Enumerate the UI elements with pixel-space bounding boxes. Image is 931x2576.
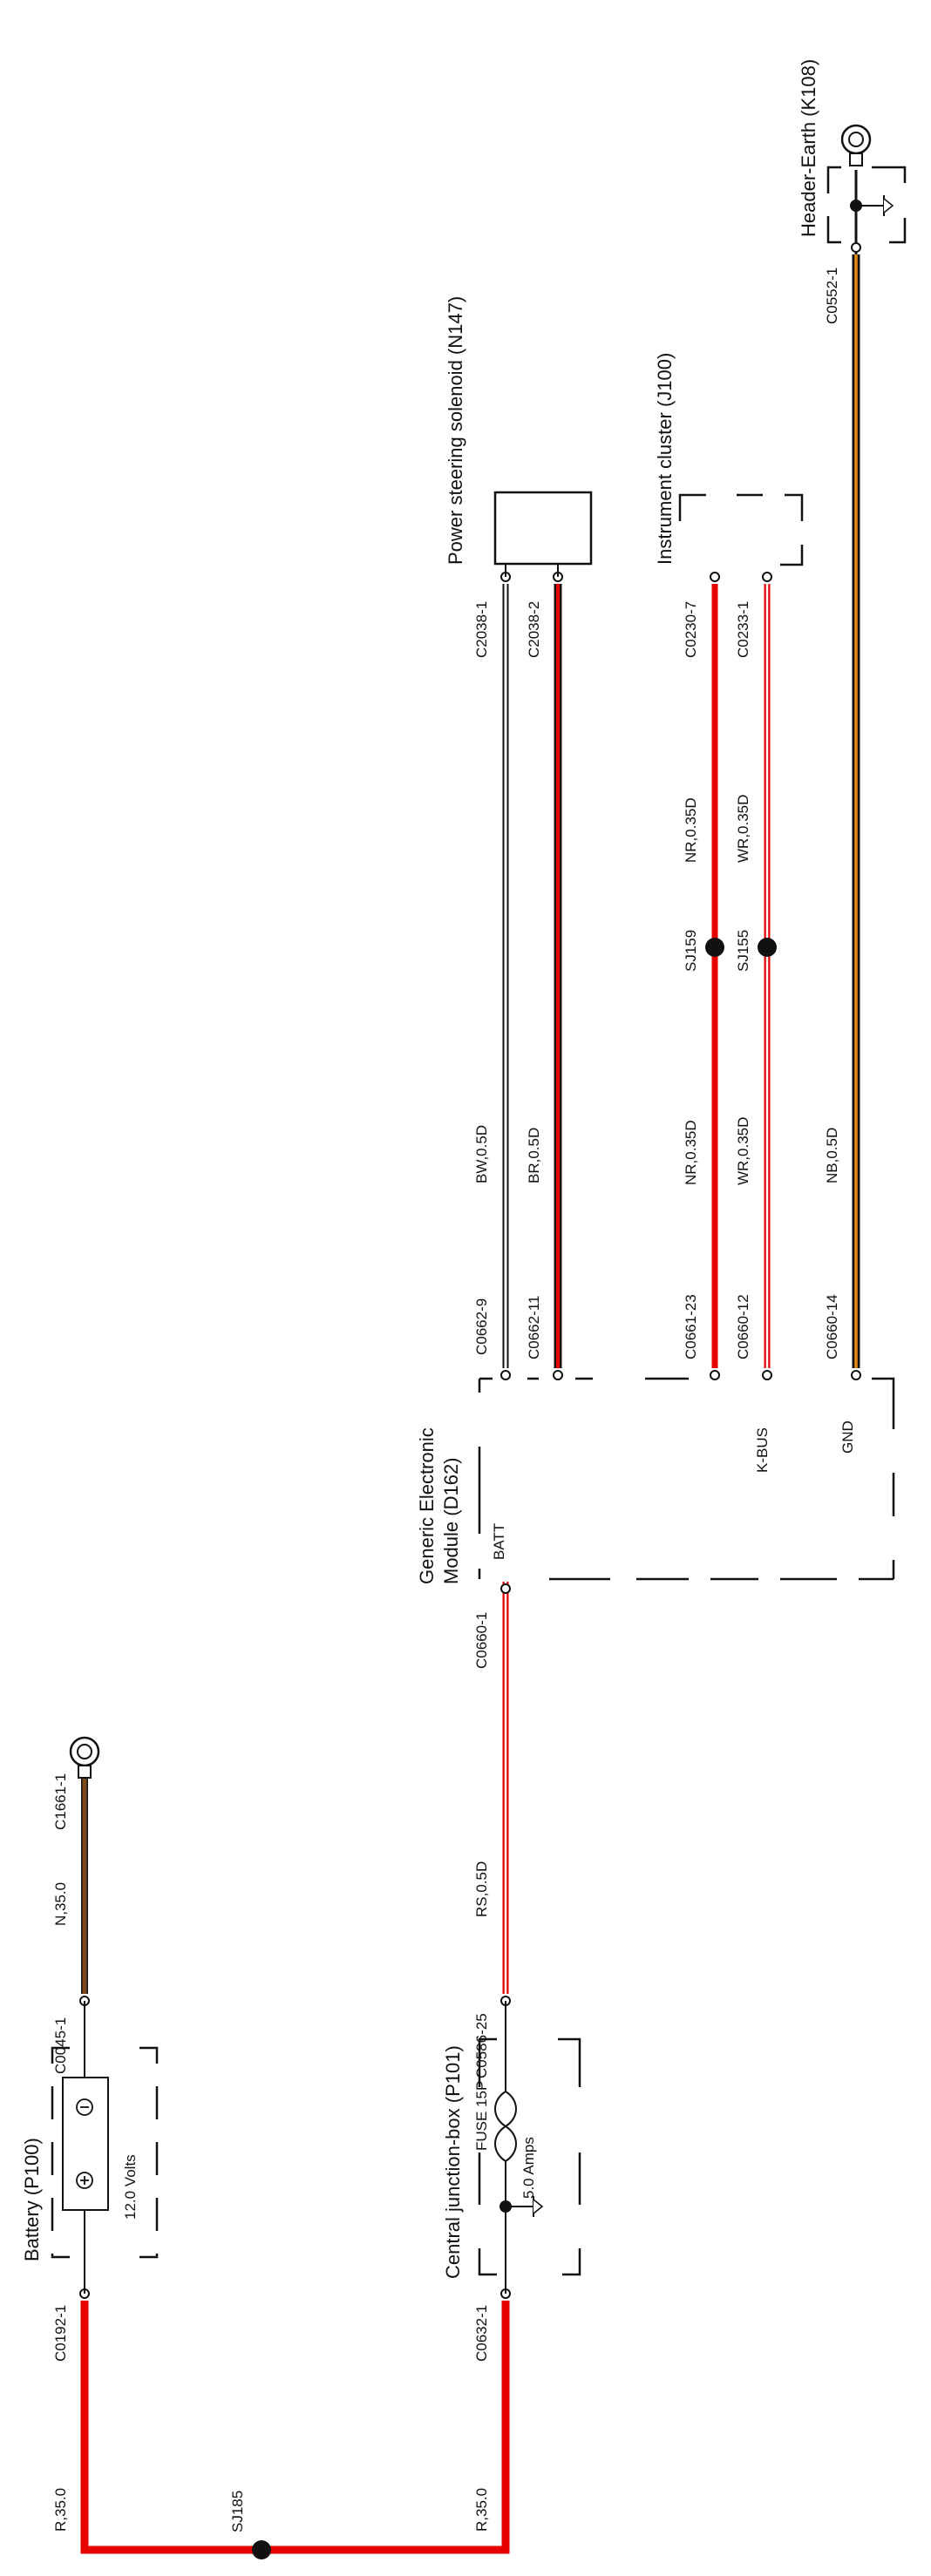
pin-c0662-9 (500, 1370, 511, 1380)
label-fuse-rating: 5.0 Amps (520, 2137, 537, 2199)
gem-component (478, 1377, 895, 1581)
label-wire-nr035-a: NR,0.35D (683, 1120, 699, 1185)
label-c0661-23: C0661-23 (683, 1294, 699, 1359)
label-gem-line2: Module (D162) (440, 1457, 462, 1584)
connector-pins (79, 242, 861, 2299)
label-fuse: FUSE 15P (473, 2081, 490, 2151)
label-gem-gnd: GND (839, 1420, 856, 1454)
pss-component (493, 491, 593, 577)
label-c0662-11: C0662-11 (526, 1296, 542, 1359)
label-c0233-1: C0233-1 (735, 601, 751, 658)
label-wire-r35-b: R,35.0 (473, 2488, 490, 2532)
label-c0586-25: C0586-25 (473, 2013, 490, 2078)
label-c0552-1: C0552-1 (824, 268, 840, 324)
label-c0662-9: C0662-9 (473, 1298, 490, 1355)
label-battery: Battery (P100) (21, 2138, 43, 2261)
pin-c0660-1 (500, 1583, 511, 1594)
label-wire-bw05: BW,0.5D (473, 1125, 490, 1183)
pin-c0233-1 (762, 572, 772, 582)
pin-c0230-7 (710, 572, 720, 582)
label-c2038-1: C2038-1 (473, 601, 490, 658)
label-gem-line1: Generic Electronic (416, 1427, 438, 1584)
label-c2038-2: C2038-2 (526, 601, 542, 658)
pin-c0660-14 (851, 1370, 861, 1380)
label-wire-n35: N,35.0 (52, 1882, 69, 1926)
ground-arrow-icon (533, 2199, 544, 2214)
label-wire-br05: BR,0.5D (526, 1128, 542, 1183)
earth-terminal-battery (69, 1736, 100, 1779)
label-c0660-12: C0660-12 (735, 1294, 751, 1359)
battery-component (51, 2001, 159, 2294)
pin-c0552-1 (851, 242, 861, 253)
ground-arrow-icon (883, 198, 894, 214)
label-c0660-1: C0660-1 (473, 1612, 490, 1669)
label-sj159: SJ159 (683, 930, 699, 972)
fuse-icon (494, 2091, 517, 2162)
wire-r35 (80, 2301, 510, 2554)
label-c0632-1: C0632-1 (473, 2305, 490, 2362)
battery-plus-icon (76, 2172, 93, 2189)
label-c0192-1: C0192-1 (52, 2305, 69, 2362)
battery-symbol (62, 2077, 109, 2211)
label-c0045-1: C0045-1 (52, 2017, 69, 2074)
label-wire-r35-a: R,35.0 (52, 2488, 69, 2532)
header-earth-component (826, 124, 907, 244)
label-pss: Power steering solenoid (N147) (445, 296, 466, 565)
splice-sj159 (705, 938, 724, 957)
label-cjb: Central junction-box (P101) (442, 2045, 464, 2279)
label-earth: Header-Earth (K108) (798, 59, 819, 237)
pin-c0661-23 (710, 1370, 720, 1380)
cluster-component (678, 493, 804, 566)
label-wire-wr035-a: WR,0.35D (735, 1117, 751, 1185)
label-sj185: SJ185 (229, 2491, 246, 2532)
label-cluster: Instrument cluster (J100) (654, 353, 676, 565)
label-wire-wr035-b: WR,0.35D (735, 795, 751, 863)
splice-sj155 (758, 938, 777, 957)
label-c0660-14: C0660-14 (824, 1294, 840, 1359)
label-wire-rs05: RS,0.5D (473, 1861, 490, 1917)
pin-c0660-12 (762, 1370, 772, 1380)
label-gem-kbus: K-BUS (754, 1427, 771, 1473)
cjb-component (478, 2001, 581, 2294)
label-wire-nr035-b: NR,0.35D (683, 797, 699, 863)
label-battery-voltage: 12.0 Volts (122, 2154, 139, 2220)
pin-c0662-11 (553, 1370, 563, 1380)
wires (80, 170, 860, 2554)
label-gem-batt: BATT (491, 1523, 507, 1560)
pss-box (493, 491, 593, 566)
label-sj155: SJ155 (735, 930, 751, 972)
label-c1661-1: C1661-1 (52, 1773, 69, 1830)
label-wire-nb05: NB,0.5D (824, 1128, 840, 1183)
battery-minus-icon (76, 2098, 93, 2116)
label-c0230-7: C0230-7 (683, 601, 699, 658)
splice-sj185 (252, 2540, 271, 2559)
splices (252, 938, 777, 2559)
